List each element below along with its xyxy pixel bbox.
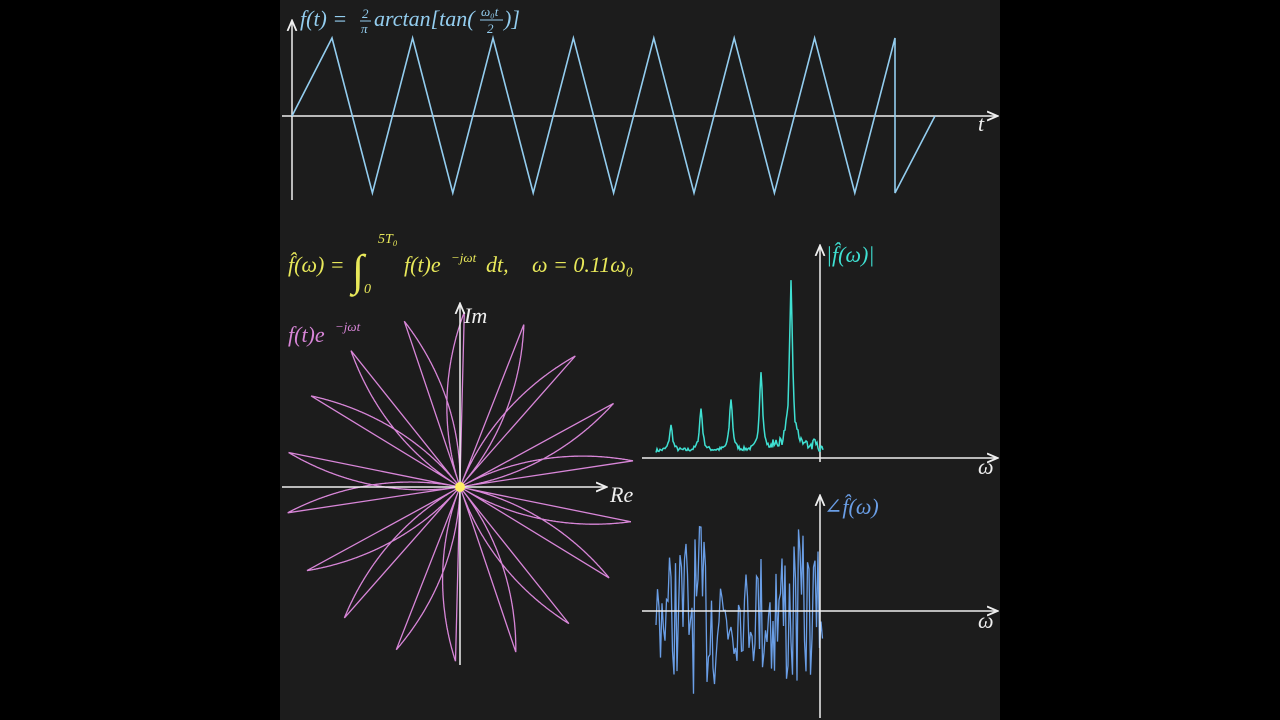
lhs: f̂(ω) = — [288, 252, 345, 277]
close: )] — [502, 6, 520, 31]
origin-point — [455, 482, 465, 492]
tail: dt, — [486, 252, 509, 277]
arg-den: 2 — [487, 21, 494, 36]
integrand: f(t)e — [404, 252, 441, 277]
sawtooth-curve — [291, 34, 936, 197]
magnitude-curve — [655, 280, 824, 453]
polar-label: f(t)e — [288, 322, 325, 347]
im-label: Im — [463, 303, 487, 328]
frac-den: π — [361, 21, 368, 36]
integral: ∫ — [349, 246, 367, 297]
canvas — [280, 0, 1000, 720]
lower: 0 — [364, 282, 371, 297]
phase-label: ∠f̂(ω) — [824, 494, 879, 519]
freq: ω = 0.11ω₀ — [532, 252, 633, 277]
phase-curve — [655, 525, 824, 694]
t-label: t — [978, 111, 985, 136]
frac-num: 2 — [362, 6, 369, 21]
re-label: Re — [609, 482, 633, 507]
arg-num: ω₀t — [481, 4, 499, 19]
transform-formula: f̂(ω) = ∫ 0 5T₀ f(t)e −jωt dt, ω = 0.11ω… — [288, 232, 633, 297]
exponent: −jωt — [451, 250, 477, 265]
mag-label: |f̂(ω)| — [826, 242, 874, 267]
upper: 5T₀ — [378, 232, 398, 247]
mag-omega-label: ω — [978, 454, 994, 479]
phase-omega-label: ω — [978, 608, 994, 633]
polar-label-exp: −jωt — [335, 319, 361, 334]
signal-formula: f(t) = — [300, 6, 347, 31]
rose-curve — [287, 311, 634, 662]
func: arctan[tan( — [374, 6, 476, 31]
